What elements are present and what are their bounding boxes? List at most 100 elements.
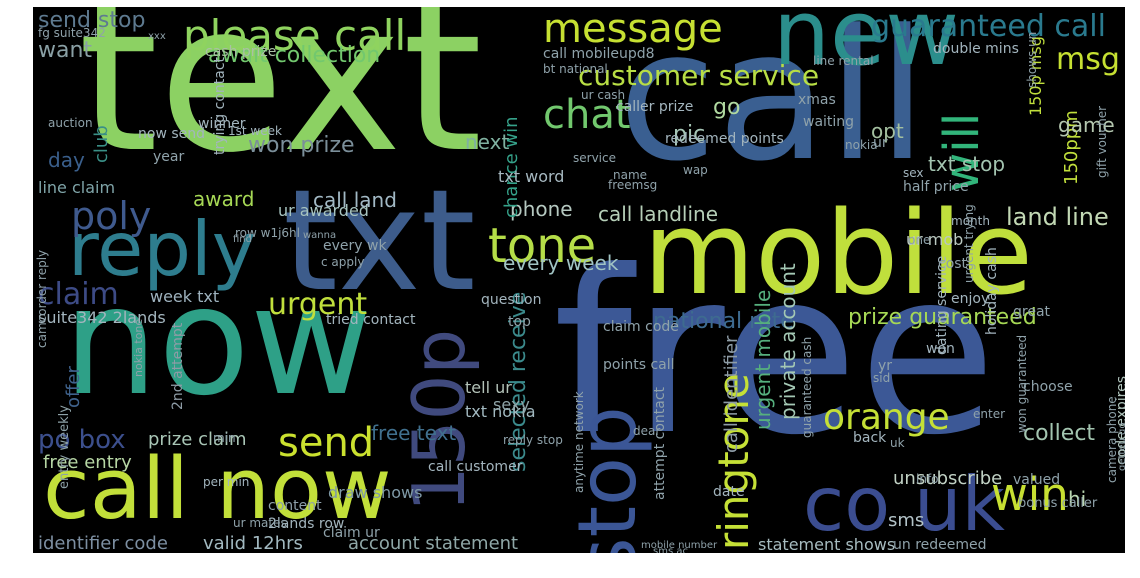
word-nokia-tone: nokia tone [132, 318, 145, 377]
word-name: name [613, 168, 648, 182]
word-txt-stop: txt stop [928, 152, 1006, 176]
word-message: message [543, 7, 723, 52]
word-next: next [465, 130, 510, 154]
word-call-identifier: call identifier [721, 335, 742, 454]
word-award: award [193, 187, 255, 211]
word-trying-contact: trying contact [212, 56, 228, 155]
word-unsubscribe: unsubscribe [893, 468, 1003, 489]
word-collect: collect [1023, 421, 1096, 446]
word-fg-suite342: fg suite342 [38, 26, 106, 40]
word-prize-claim: prize claim [148, 429, 247, 450]
word-suite342-2lands: suite342 2lands [38, 308, 166, 327]
word-offer: offer [63, 366, 84, 409]
word-freemsg: freemsg [608, 178, 658, 192]
word-waiting: waiting [803, 114, 855, 130]
word-account-statement: account statement [348, 533, 519, 553]
word-cash-prize: cash prize [205, 44, 277, 60]
word-valid-12hrs: valid 12hrs [203, 533, 303, 553]
word-ur: ur [873, 135, 888, 151]
word-shows-un: shows un [1025, 31, 1039, 88]
word-enjoy: enjoy [951, 291, 990, 307]
word-bonus-caller: bonus caller [1018, 496, 1098, 511]
word-urgent: urgent [268, 287, 368, 322]
word-xmas: xmas [798, 92, 836, 108]
word-row-wljohl: row w1j6hl [235, 226, 300, 240]
word-claim-ur: claim ur [323, 525, 380, 541]
word-points-call: points call [603, 357, 675, 373]
word-call: call [618, 7, 928, 201]
word-mobile-number: mobile number [641, 540, 718, 551]
word-ur-awarded: ur awarded [278, 201, 369, 220]
word-2nd-attempt: 2nd attempt [170, 322, 186, 410]
word-win: win [991, 468, 1069, 521]
word-txt: txt [283, 160, 476, 323]
word-auction: auction [48, 116, 93, 130]
word-orange: orange [823, 397, 950, 438]
word-wap: wap [683, 163, 708, 177]
word-xxx: xxx [148, 31, 166, 42]
word-now: now [63, 255, 373, 429]
word-national-rate: national rate [653, 309, 794, 334]
word-entry-weekly: entry weekly [57, 404, 72, 489]
word-half-price: half price [903, 179, 969, 195]
word-await-collection: await collection [208, 43, 381, 68]
word-txt-word: txt word [498, 167, 565, 186]
word-call-landline: call landline [598, 202, 718, 226]
word-month: month [951, 214, 990, 228]
word-caller-prize: caller prize [616, 99, 694, 115]
word-mobile: mobile [643, 187, 1034, 321]
word-week-txt: week txt [150, 287, 220, 306]
word-every-week: every week [503, 251, 619, 275]
word-day: day [48, 148, 85, 172]
word-identifier-code: identifier code [38, 533, 168, 553]
word-anytime-network: anytime network [572, 391, 586, 493]
word-chat: chat [543, 92, 631, 138]
word-private-account: private account [776, 263, 800, 420]
word-free-text: free text [371, 421, 457, 445]
word-uk: uk [890, 436, 905, 450]
word-claim-code: claim code [603, 319, 679, 335]
word-bt-national: bt national [543, 62, 608, 76]
word-un-redeemed: un redeemed [893, 537, 987, 553]
word-one: one [908, 233, 931, 247]
word-sms: sms [888, 510, 925, 531]
word-tone: tone [488, 218, 597, 274]
word-nokia: nokia [845, 138, 878, 152]
word-valued: valued [1013, 472, 1061, 488]
word-2lands-row: 2lands row [268, 516, 345, 532]
word-redeemed-points: redeemed points [665, 131, 784, 147]
word-guaranteed-call: guaranteed call [871, 9, 1106, 44]
word-reply: reply [68, 205, 257, 293]
word-game: game [1058, 113, 1115, 137]
word-call-mobileupd8: call mobileupd8 [543, 46, 655, 62]
word-cloud: text call free now mobile txt new reply call now… [33, 7, 1125, 553]
word-sex: sex [903, 166, 924, 180]
word-find: find [233, 234, 252, 245]
word-want: want [38, 38, 93, 63]
word-info: info [916, 472, 939, 486]
word-customer-service: customer service [578, 59, 820, 92]
word-now-send: now send [138, 126, 206, 142]
word-sid: sid [873, 371, 891, 385]
word-winner: winner [198, 116, 246, 132]
word-po-box: po box [38, 425, 126, 455]
word-year: year [153, 149, 185, 165]
word-every-wk: every wk [323, 238, 387, 254]
word-top: top [508, 314, 531, 330]
word-get-go: getteu go [1117, 422, 1125, 471]
word-c-apply: c apply [321, 255, 365, 269]
word-question: question [481, 292, 542, 308]
word-urgent-mobile: urgent mobile [751, 289, 775, 430]
word-call-land: call land [313, 188, 397, 212]
word-attempt-contact: attempt contact [652, 386, 668, 500]
word-cost: cost [938, 256, 968, 272]
word-pic: pic [673, 122, 706, 147]
word-guaranteed-cash: guaranteed cash [800, 336, 814, 438]
word-ur-cash: ur cash [581, 88, 626, 102]
word-send: send [278, 420, 375, 466]
word-text: text [78, 7, 483, 198]
word-yr: yr [878, 358, 893, 374]
word-ur-mob: ur mob [906, 230, 964, 249]
word-content: content [268, 498, 322, 514]
word-tell-ur: tell ur [465, 378, 512, 397]
